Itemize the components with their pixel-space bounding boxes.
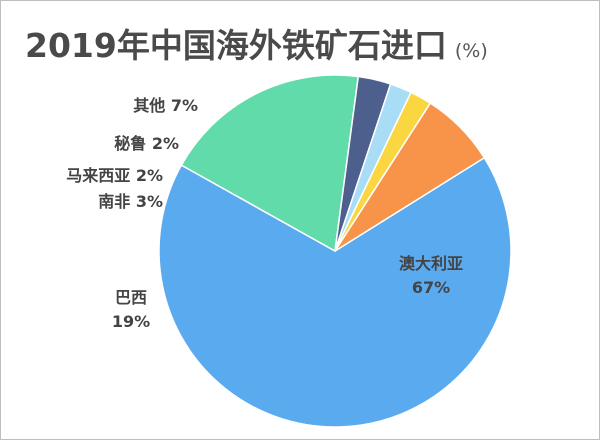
pie-slice (180, 74, 360, 253)
pie-slice (334, 102, 486, 252)
slice-label: 马来西亚 2% (66, 166, 163, 185)
slice-label: 澳大利亚 67% (399, 254, 463, 297)
slice-label: 巴西 19% (112, 288, 150, 331)
chart-title-block: 2019年中国海外铁矿石进口 (%) (25, 19, 488, 67)
slice-label: 南非 3% (98, 192, 163, 211)
chart-unit: (%) (454, 40, 488, 62)
slice-label: 其他 7% (133, 96, 198, 115)
slice-label: 秘鲁 2% (114, 134, 179, 153)
pie-slice (158, 156, 512, 428)
chart-title: 2019年中国海外铁矿石进口 (25, 26, 447, 65)
